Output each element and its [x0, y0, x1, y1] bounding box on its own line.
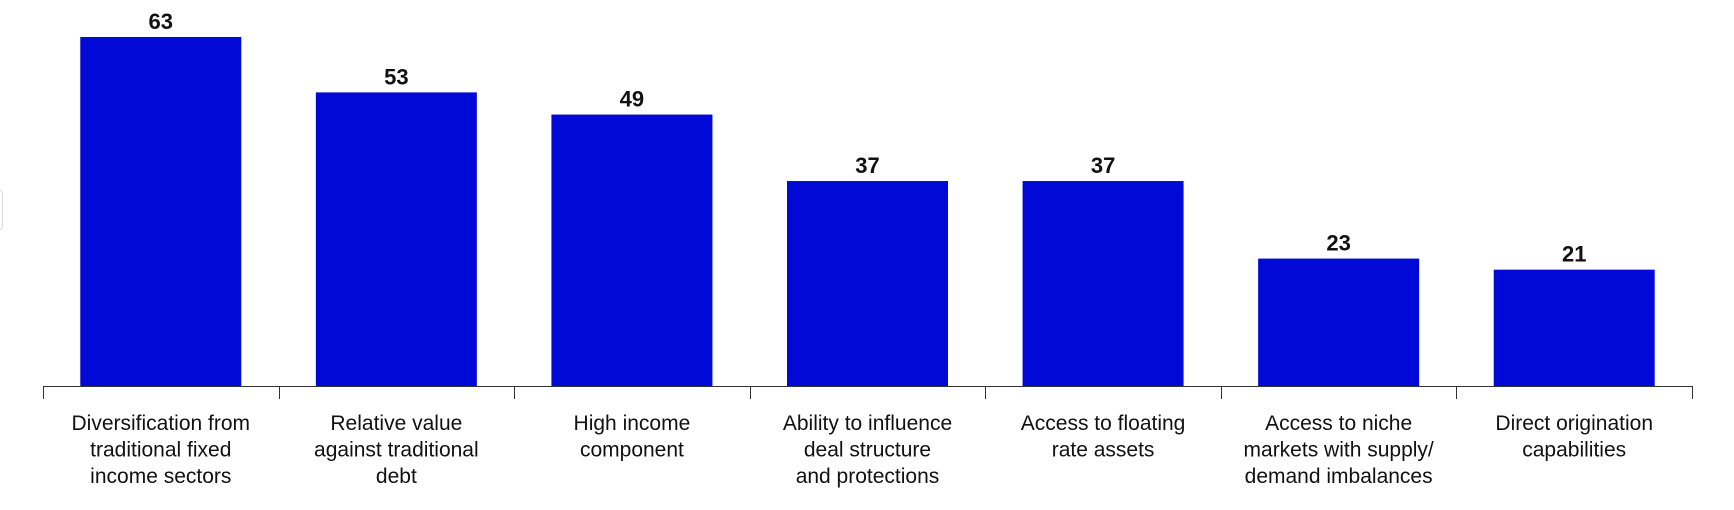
bar-value-label: 63 — [149, 9, 173, 34]
bar — [787, 181, 948, 386]
bars-group — [80, 37, 1655, 387]
category-label-line: Relative value — [330, 412, 462, 435]
bar — [1258, 258, 1420, 386]
category-label-line: Access to floating — [1021, 412, 1186, 435]
bar — [315, 92, 477, 387]
category-label-line: component — [580, 439, 684, 462]
category-label-line: capabilities — [1522, 439, 1626, 462]
bar-value-label: 37 — [855, 153, 879, 178]
bar — [1022, 181, 1184, 386]
category-label-line: traditional fixed — [90, 439, 231, 462]
category-label: Direct origination capabilities — [1495, 412, 1653, 462]
bar — [551, 114, 713, 387]
category-label: Ability to influence deal structure and pr… — [783, 412, 952, 488]
category-label-line: demand imbalances — [1245, 465, 1433, 488]
category-label: Access to niche markets with supply/deman… — [1244, 412, 1434, 488]
category-label-line: Direct origination — [1495, 412, 1653, 435]
category-label: Diversification from traditional fixed inc… — [72, 412, 251, 488]
category-label-line: income sectors — [90, 465, 231, 488]
x-axis — [43, 386, 1693, 399]
category-label-line: deal structure — [804, 439, 931, 462]
bar-value-label: 23 — [1326, 231, 1350, 256]
category-labels: Diversification from traditional fixed inc… — [72, 412, 1653, 488]
category-label-line: rate assets — [1052, 439, 1155, 462]
category-label-line: against traditional — [314, 439, 479, 462]
value-labels: 63 53 49 37 37 23 21 — [149, 9, 1587, 267]
bar — [80, 37, 242, 386]
category-label-line: High income — [574, 412, 691, 435]
bar — [1493, 269, 1655, 386]
category-label: High income component — [574, 412, 691, 462]
category-label-line: and protections — [796, 465, 940, 488]
category-label-line: Access to niche — [1265, 412, 1412, 435]
category-label-line: debt — [376, 465, 417, 488]
bar-value-label: 37 — [1091, 153, 1115, 178]
category-label-line: Ability to influence — [783, 412, 952, 435]
category-label: Access to floating rate assets — [1021, 412, 1186, 462]
left-edge-tab — [0, 190, 3, 230]
bar-value-label: 53 — [384, 64, 408, 89]
bar-value-label: 21 — [1562, 242, 1586, 267]
category-label-line: Diversification from — [72, 412, 251, 435]
bar-value-label: 49 — [620, 87, 644, 112]
category-label-line: markets with supply/ — [1244, 439, 1434, 462]
category-label: Relative value against traditional debt — [314, 412, 479, 488]
